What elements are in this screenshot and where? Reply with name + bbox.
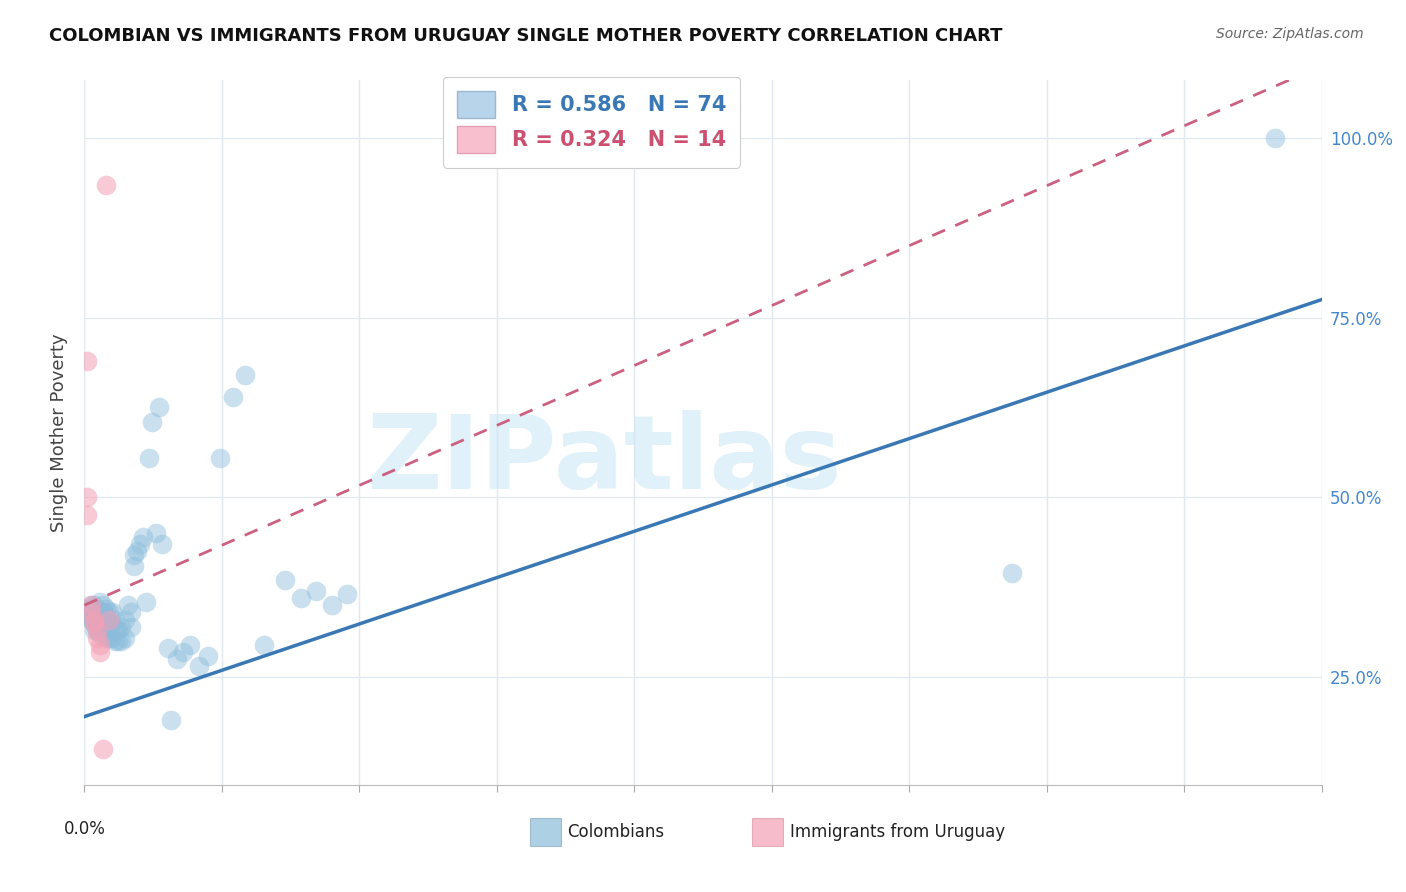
Point	[1001, 566, 1024, 580]
Text: Immigrants from Uruguay: Immigrants from Uruguay	[790, 823, 1005, 841]
Point	[125, 544, 148, 558]
Text: Colombians: Colombians	[567, 823, 664, 841]
Point	[101, 631, 124, 645]
Point	[89, 616, 111, 631]
Point	[83, 624, 105, 638]
Point	[179, 638, 201, 652]
Y-axis label: Single Mother Poverty: Single Mother Poverty	[49, 334, 67, 532]
Point	[114, 631, 136, 645]
Point	[91, 624, 114, 638]
Point	[94, 620, 117, 634]
Point	[104, 624, 127, 638]
Point	[89, 606, 111, 620]
Point	[253, 638, 276, 652]
Point	[101, 616, 124, 631]
Point	[94, 631, 117, 645]
Point	[104, 634, 127, 648]
Point	[86, 631, 108, 645]
Point	[83, 606, 105, 620]
Point	[321, 598, 343, 612]
Point	[83, 616, 105, 631]
Point	[83, 609, 105, 624]
Point	[89, 627, 111, 641]
Point	[172, 645, 194, 659]
Text: 0.0%: 0.0%	[63, 821, 105, 838]
Point	[209, 450, 232, 465]
Point	[120, 606, 142, 620]
Point	[305, 583, 328, 598]
Point	[83, 613, 105, 627]
Point	[197, 648, 219, 663]
Point	[156, 641, 179, 656]
Point	[1264, 130, 1286, 145]
Point	[148, 401, 170, 415]
Point	[107, 624, 129, 638]
Point	[86, 624, 108, 638]
Point	[336, 587, 359, 601]
Point	[160, 713, 183, 727]
Point	[76, 508, 98, 523]
Point	[89, 594, 111, 608]
Point	[222, 390, 245, 404]
Point	[94, 602, 117, 616]
Point	[83, 598, 105, 612]
Text: Source: ZipAtlas.com: Source: ZipAtlas.com	[1216, 27, 1364, 41]
Point	[79, 609, 101, 624]
Point	[76, 606, 98, 620]
Text: ZIPatlas: ZIPatlas	[367, 410, 842, 511]
Point	[129, 537, 152, 551]
Point	[120, 620, 142, 634]
Point	[98, 613, 121, 627]
Point	[138, 450, 160, 465]
Point	[233, 368, 256, 383]
Point	[86, 616, 108, 631]
Point	[150, 537, 173, 551]
Point	[290, 591, 312, 605]
Point	[98, 631, 121, 645]
Point	[91, 598, 114, 612]
FancyBboxPatch shape	[530, 818, 561, 847]
Legend: R = 0.586   N = 74, R = 0.324   N = 14: R = 0.586 N = 74, R = 0.324 N = 14	[443, 77, 741, 168]
Point	[91, 742, 114, 756]
Point	[91, 616, 114, 631]
Point	[76, 609, 98, 624]
Text: COLOMBIAN VS IMMIGRANTS FROM URUGUAY SINGLE MOTHER POVERTY CORRELATION CHART: COLOMBIAN VS IMMIGRANTS FROM URUGUAY SIN…	[49, 27, 1002, 45]
Point	[114, 613, 136, 627]
Point	[79, 598, 101, 612]
Point	[94, 609, 117, 624]
Point	[187, 659, 209, 673]
Point	[89, 638, 111, 652]
Point	[141, 415, 163, 429]
Point	[107, 634, 129, 648]
Point	[110, 634, 132, 648]
Point	[122, 548, 145, 562]
Point	[135, 594, 157, 608]
Point	[101, 606, 124, 620]
FancyBboxPatch shape	[752, 818, 783, 847]
Point	[79, 606, 101, 620]
Point	[86, 602, 108, 616]
Point	[104, 613, 127, 627]
Point	[145, 526, 167, 541]
Point	[79, 598, 101, 612]
Point	[91, 606, 114, 620]
Point	[274, 573, 297, 587]
Point	[86, 624, 108, 638]
Point	[89, 645, 111, 659]
Point	[132, 530, 155, 544]
Point	[122, 558, 145, 573]
Point	[94, 178, 117, 192]
Point	[79, 606, 101, 620]
Point	[117, 598, 139, 612]
Point	[83, 616, 105, 631]
Point	[76, 491, 98, 505]
Point	[110, 620, 132, 634]
Point	[76, 353, 98, 368]
Point	[166, 652, 188, 666]
Point	[98, 606, 121, 620]
Point	[98, 620, 121, 634]
Point	[79, 613, 101, 627]
Point	[76, 602, 98, 616]
